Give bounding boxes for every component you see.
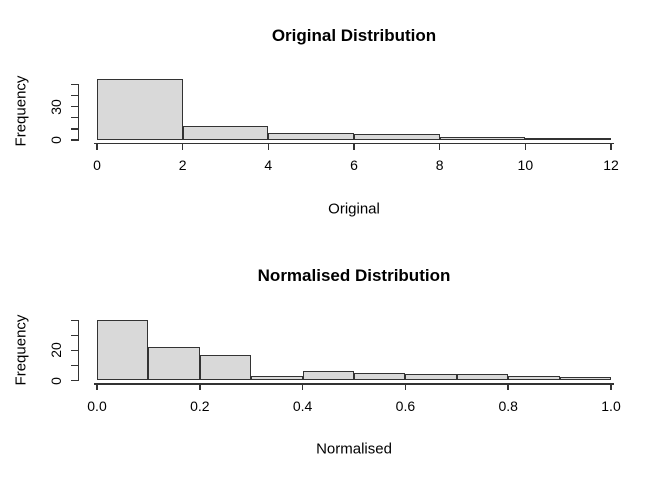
histogram-bar [97, 320, 149, 381]
x-tick [96, 142, 98, 150]
x-tick [438, 142, 441, 150]
y-tick [70, 128, 78, 130]
y-tick-label: 0 [48, 376, 64, 385]
x-tick-label: 0.4 [292, 398, 313, 414]
histogram-bar [456, 374, 509, 381]
histogram-bar [525, 137, 611, 140]
histogram-bar [251, 375, 303, 381]
histogram-bar [559, 377, 611, 381]
y-tick [70, 364, 78, 367]
y-tick [70, 319, 78, 322]
y-tick [70, 116, 78, 119]
y-tick [70, 379, 78, 382]
histogram-bar [97, 78, 183, 140]
y-axis-label: Frequency [12, 314, 30, 386]
x-tick-label: 6 [350, 157, 358, 173]
x-tick [353, 142, 355, 150]
histogram-bar [354, 134, 440, 140]
x-tick [507, 383, 509, 390]
x-axis-label: Normalised [316, 440, 392, 458]
x-tick [610, 383, 612, 390]
histogram-bar [182, 125, 269, 140]
y-tick [70, 334, 78, 337]
x-tick-label: 10 [517, 157, 534, 173]
x-tick-label: 0.0 [87, 398, 107, 414]
x-tick [404, 383, 407, 390]
y-tick [70, 139, 78, 141]
x-tick-label: 0.2 [190, 398, 210, 414]
x-tick-label: 2 [178, 157, 187, 173]
y-axis-line [77, 320, 79, 382]
histogram-bar [148, 347, 200, 381]
x-tick-label: 1.0 [601, 398, 621, 414]
histogram-bar [354, 372, 406, 381]
y-tick [70, 94, 78, 97]
x-tick-label: 12 [603, 157, 619, 173]
x-tick-label: 0.6 [395, 398, 416, 414]
x-tick-label: 0 [93, 157, 101, 173]
x-tick-label: 4 [264, 157, 273, 173]
x-axis-label: Original [328, 200, 380, 218]
y-tick [70, 83, 78, 86]
x-tick [524, 142, 527, 150]
chart-title: Original Distribution [271, 26, 437, 45]
histogram-bar [508, 375, 560, 381]
x-axis-line [94, 383, 614, 385]
x-tick [199, 383, 201, 390]
x-tick [610, 142, 612, 150]
y-tick [70, 105, 78, 108]
y-tick-label: 20 [48, 342, 64, 359]
x-tick [181, 142, 184, 150]
histogram-bar [199, 354, 252, 381]
histogram-bar [268, 133, 354, 140]
x-tick-label: 8 [435, 157, 444, 173]
y-tick [70, 349, 78, 352]
x-tick [301, 383, 304, 390]
chart-title: Normalised Distribution [257, 266, 451, 285]
y-axis-line [77, 84, 79, 141]
histogram-bar [439, 136, 526, 140]
histogram-bar [405, 374, 457, 381]
x-tick [267, 142, 270, 150]
x-tick-label: 0.8 [498, 398, 518, 414]
x-tick [96, 383, 98, 390]
histogram-bar [302, 371, 354, 381]
